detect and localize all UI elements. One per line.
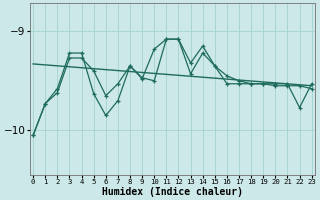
X-axis label: Humidex (Indice chaleur): Humidex (Indice chaleur) [102, 186, 243, 197]
